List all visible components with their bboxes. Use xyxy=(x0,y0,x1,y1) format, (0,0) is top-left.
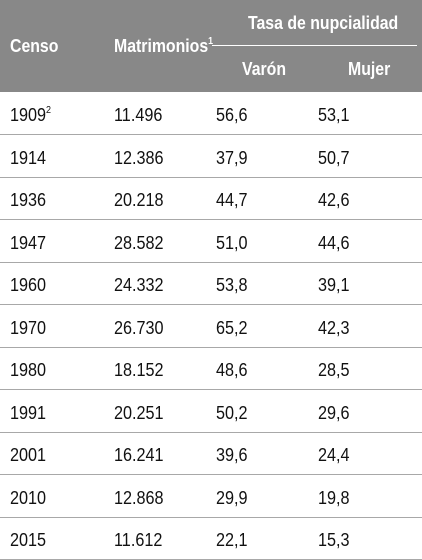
header-censo: Censo xyxy=(10,36,59,56)
cell-varon: 29,9 xyxy=(216,487,248,508)
header-tasa-group: Tasa de nupcialidad xyxy=(248,13,399,33)
cell-matrimonios: 28.582 xyxy=(114,232,164,253)
cell-varon: 65,2 xyxy=(216,317,248,338)
cell-censo: 1991 xyxy=(10,402,47,423)
cell-censo: 1914 xyxy=(10,147,47,168)
table-row: 1947 28.582 51,0 44,6 xyxy=(0,220,422,263)
cell-matrimonios: 16.241 xyxy=(114,445,164,465)
cell-mujer: 28,5 xyxy=(318,360,350,380)
table-row: 1970 26.730 65,2 42,3 xyxy=(0,305,422,348)
cell-mujer: 39,1 xyxy=(318,275,350,295)
cell-varon: 56,6 xyxy=(216,105,248,125)
cell-mujer: 29,6 xyxy=(318,402,350,423)
footnote-marker: 2 xyxy=(46,105,52,116)
cell-mujer: 42,3 xyxy=(318,317,350,338)
header-matrimonios: Matrimonios1 xyxy=(114,36,214,56)
cell-censo: 2001 xyxy=(10,445,47,465)
cell-matrimonios: 18.152 xyxy=(114,360,164,380)
cell-mujer: 53,1 xyxy=(318,105,350,125)
table-row: 19092 11.496 56,6 53,1 xyxy=(0,92,422,135)
cell-varon: 37,9 xyxy=(216,147,248,168)
table-row: 2010 12.868 29,9 19,8 xyxy=(0,475,422,518)
cell-matrimonios: 20.218 xyxy=(114,190,164,210)
cell-mujer: 42,6 xyxy=(318,190,350,210)
cell-varon: 48,6 xyxy=(216,360,248,380)
table-row: 1980 18.152 48,6 28,5 xyxy=(0,347,422,390)
cell-censo: 1947 xyxy=(10,232,47,253)
cell-varon: 44,7 xyxy=(216,190,248,210)
table-row: 1936 20.218 44,7 42,6 xyxy=(0,177,422,220)
cell-mujer: 24,4 xyxy=(318,445,350,465)
cell-censo: 1960 xyxy=(10,275,47,295)
cell-censo: 1980 xyxy=(10,360,47,380)
cell-matrimonios: 24.332 xyxy=(114,275,164,295)
cell-matrimonios: 12.868 xyxy=(114,487,164,508)
header-varon: Varón xyxy=(242,59,287,79)
cell-matrimonios: 26.730 xyxy=(114,317,164,338)
header-mujer: Mujer xyxy=(348,59,391,79)
header-matrimonios-footnote: 1 xyxy=(208,36,214,47)
cell-varon: 53,8 xyxy=(216,275,248,295)
cell-mujer: 15,3 xyxy=(318,530,350,550)
cell-censo: 1970 xyxy=(10,317,47,338)
cell-mujer: 19,8 xyxy=(318,487,350,508)
table-header: Censo Matrimonios1 Tasa de nupcialidad V… xyxy=(0,0,422,92)
cell-matrimonios: 11.496 xyxy=(114,105,163,125)
cell-varon: 39,6 xyxy=(216,445,248,465)
table-row: 2001 16.241 39,6 24,4 xyxy=(0,432,422,475)
table-row: 1960 24.332 53,8 39,1 xyxy=(0,262,422,305)
cell-matrimonios: 11.612 xyxy=(114,530,163,550)
cell-mujer: 50,7 xyxy=(318,147,350,168)
cell-varon: 51,0 xyxy=(216,232,248,253)
cell-varon: 50,2 xyxy=(216,402,248,423)
cell-censo: 2010 xyxy=(10,487,47,508)
table-row: 1914 12.386 37,9 50,7 xyxy=(0,135,422,178)
header-divider xyxy=(212,45,417,46)
cell-matrimonios: 12.386 xyxy=(114,147,164,168)
cell-censo: 19092 xyxy=(10,105,52,125)
table-row: 2015 11.612 22,1 15,3 xyxy=(0,517,422,560)
cell-varon: 22,1 xyxy=(216,530,248,550)
cell-censo: 2015 xyxy=(10,530,47,550)
table-row: 1991 20.251 50,2 29,6 xyxy=(0,390,422,433)
cell-mujer: 44,6 xyxy=(318,232,350,253)
cell-matrimonios: 20.251 xyxy=(114,402,164,423)
cell-censo: 1936 xyxy=(10,190,47,210)
